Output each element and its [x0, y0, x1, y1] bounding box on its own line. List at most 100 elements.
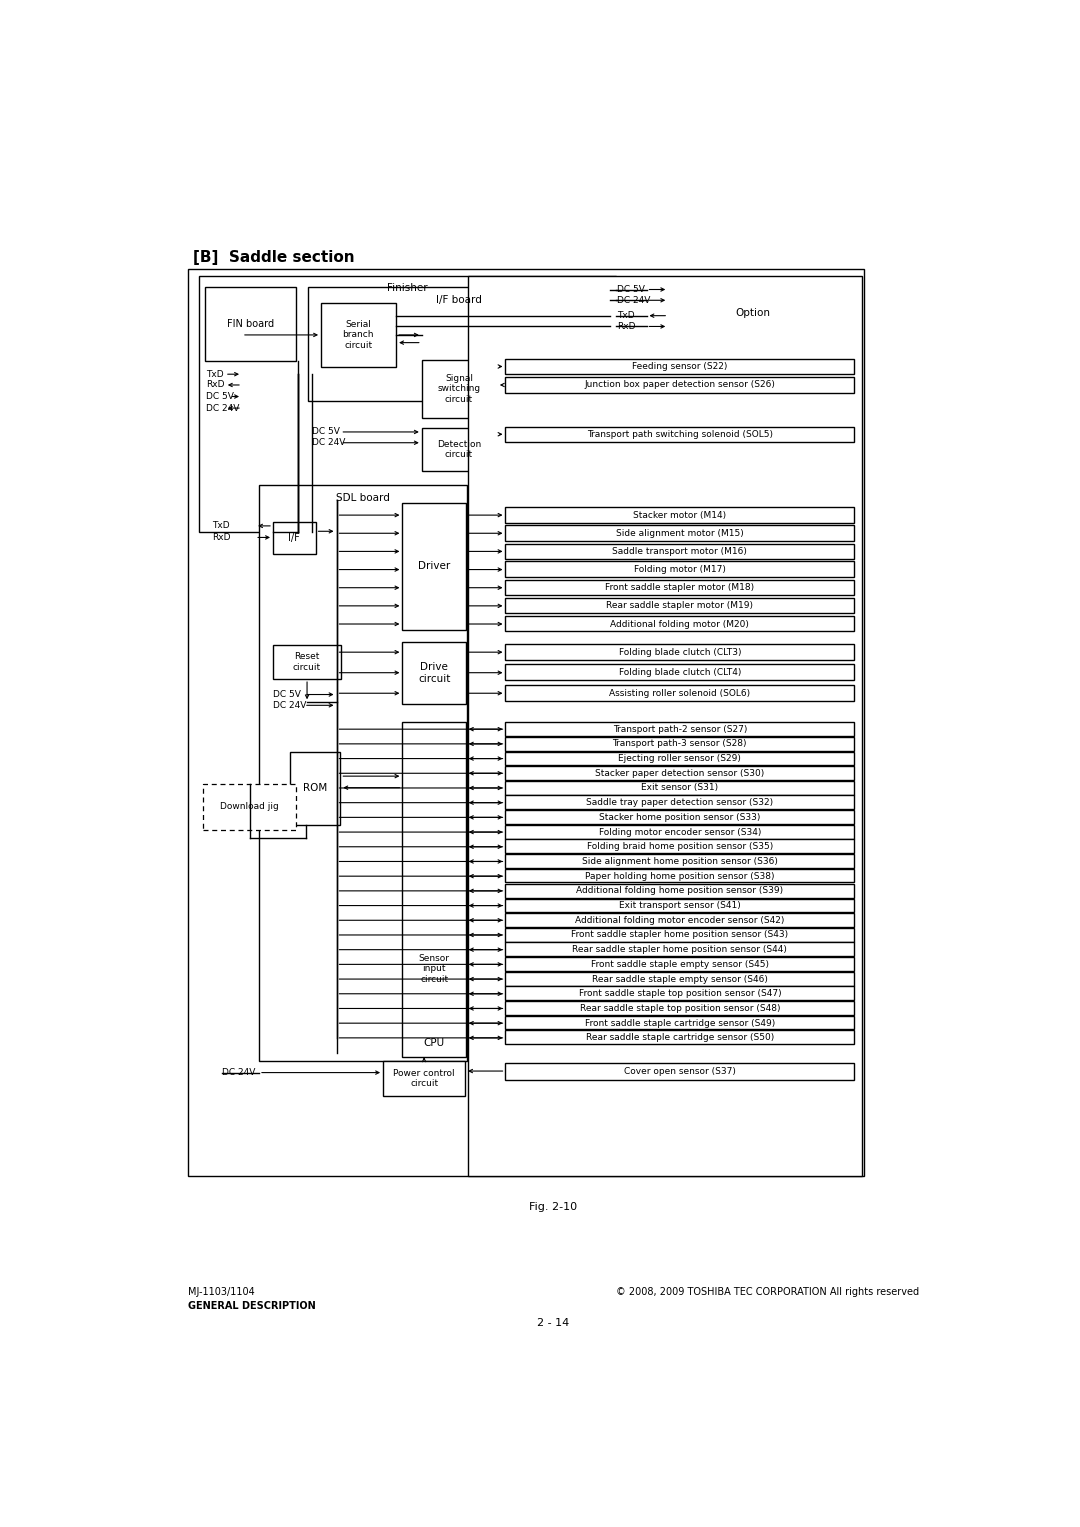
- Text: Additional folding home position sensor (S39): Additional folding home position sensor …: [577, 886, 783, 895]
- Text: Rear saddle stapler motor (M19): Rear saddle stapler motor (M19): [606, 602, 754, 611]
- Bar: [505, 644, 854, 660]
- Text: Folding blade clutch (CLT3): Folding blade clutch (CLT3): [619, 647, 741, 657]
- Text: SDL board: SDL board: [336, 493, 390, 502]
- Bar: [505, 426, 854, 441]
- Text: Rear saddle staple empty sensor (S46): Rear saddle staple empty sensor (S46): [592, 974, 768, 983]
- Bar: [505, 1002, 854, 1015]
- Bar: [259, 486, 467, 1061]
- Text: DC 24V: DC 24V: [617, 296, 650, 305]
- Text: Side alignment home position sensor (S36): Side alignment home position sensor (S36…: [582, 857, 778, 866]
- Text: Assisting roller solenoid (SOL6): Assisting roller solenoid (SOL6): [609, 689, 751, 698]
- Text: Transport path-3 sensor (S28): Transport path-3 sensor (S28): [612, 739, 747, 748]
- Bar: [505, 544, 854, 559]
- Bar: [505, 869, 854, 883]
- Bar: [505, 825, 854, 838]
- Bar: [505, 1015, 854, 1029]
- Bar: [505, 854, 854, 867]
- Text: Fig. 2-10: Fig. 2-10: [529, 1202, 578, 1212]
- Text: Exit sensor (S31): Exit sensor (S31): [642, 783, 718, 793]
- Text: RxD: RxD: [213, 533, 231, 542]
- Bar: [505, 971, 854, 985]
- Bar: [505, 359, 854, 374]
- Text: TxD: TxD: [206, 370, 224, 379]
- Text: DC 24V: DC 24V: [221, 1067, 255, 1077]
- Text: I/F board: I/F board: [436, 295, 482, 305]
- Bar: [505, 898, 854, 913]
- Text: DC 5V: DC 5V: [312, 428, 339, 437]
- Text: RxD: RxD: [206, 380, 225, 389]
- Text: Rear saddle stapler home position sensor (S44): Rear saddle stapler home position sensor…: [572, 945, 787, 954]
- Text: Folding braid home position sensor (S35): Folding braid home position sensor (S35): [586, 843, 773, 851]
- Bar: [422, 428, 497, 472]
- Text: Detection
circuit: Detection circuit: [436, 440, 481, 460]
- Text: Finisher: Finisher: [387, 284, 428, 293]
- Bar: [469, 276, 862, 1176]
- Bar: [505, 377, 854, 392]
- Bar: [505, 1031, 854, 1044]
- Bar: [505, 928, 854, 942]
- Text: DC 5V: DC 5V: [617, 286, 645, 295]
- Text: TxD: TxD: [213, 521, 230, 530]
- Bar: [291, 751, 340, 826]
- Bar: [505, 796, 854, 809]
- Text: Front saddle staple empty sensor (S45): Front saddle staple empty sensor (S45): [591, 960, 769, 968]
- Text: Folding motor encoder sensor (S34): Folding motor encoder sensor (S34): [598, 828, 761, 837]
- Text: MJ-1103/1104: MJ-1103/1104: [188, 1287, 255, 1296]
- Bar: [505, 840, 854, 854]
- Bar: [321, 302, 396, 368]
- Bar: [505, 507, 854, 522]
- Text: Rear saddle staple top position sensor (S48): Rear saddle staple top position sensor (…: [580, 1003, 780, 1012]
- Text: Option: Option: [735, 307, 770, 318]
- Text: 2 - 14: 2 - 14: [538, 1318, 569, 1328]
- Text: Saddle tray paper detection sensor (S32): Saddle tray paper detection sensor (S32): [586, 799, 773, 808]
- Text: Junction box paper detection sensor (S26): Junction box paper detection sensor (S26…: [584, 380, 775, 389]
- Bar: [505, 913, 854, 927]
- Bar: [505, 664, 854, 680]
- Text: Signal
switching
circuit: Signal switching circuit: [437, 374, 481, 403]
- Text: Front saddle stapler motor (M18): Front saddle stapler motor (M18): [605, 583, 755, 592]
- Bar: [505, 738, 854, 751]
- Text: Cover open sensor (S37): Cover open sensor (S37): [624, 1066, 735, 1075]
- Text: Feeding sensor (S22): Feeding sensor (S22): [632, 362, 728, 371]
- Bar: [505, 597, 854, 612]
- Text: Drive
circuit: Drive circuit: [418, 663, 450, 684]
- Text: Rear saddle staple cartridge sensor (S50): Rear saddle staple cartridge sensor (S50…: [585, 1034, 774, 1043]
- Bar: [383, 1061, 465, 1096]
- Text: Reset
circuit: Reset circuit: [293, 652, 321, 672]
- Bar: [505, 942, 854, 956]
- Bar: [403, 722, 465, 1057]
- Text: Paper holding home position sensor (S38): Paper holding home position sensor (S38): [585, 872, 774, 881]
- Bar: [505, 525, 854, 541]
- Text: GENERAL DESCRIPTION: GENERAL DESCRIPTION: [188, 1301, 315, 1310]
- Bar: [273, 646, 341, 680]
- Text: Stacker motor (M14): Stacker motor (M14): [633, 510, 727, 519]
- Text: © 2008, 2009 TOSHIBA TEC CORPORATION All rights reserved: © 2008, 2009 TOSHIBA TEC CORPORATION All…: [617, 1287, 919, 1296]
- Bar: [308, 287, 610, 402]
- Text: [B]  Saddle section: [B] Saddle section: [193, 250, 354, 266]
- Text: Serial
branch
circuit: Serial branch circuit: [342, 321, 374, 350]
- Text: Stacker paper detection sensor (S30): Stacker paper detection sensor (S30): [595, 768, 765, 777]
- Bar: [505, 986, 854, 1000]
- Text: Additional folding motor encoder sensor (S42): Additional folding motor encoder sensor …: [576, 916, 784, 925]
- Bar: [505, 1063, 854, 1080]
- Text: RxD: RxD: [617, 322, 635, 331]
- Text: I/F: I/F: [288, 533, 300, 544]
- Text: ROM: ROM: [302, 783, 327, 794]
- Bar: [505, 809, 854, 825]
- Text: Transport path switching solenoid (SOL5): Transport path switching solenoid (SOL5): [586, 429, 773, 438]
- Bar: [505, 615, 854, 631]
- Bar: [403, 502, 465, 629]
- Bar: [205, 287, 296, 360]
- Text: FIN board: FIN board: [227, 319, 274, 330]
- Bar: [505, 686, 854, 701]
- Text: Additional folding motor (M20): Additional folding motor (M20): [610, 620, 750, 629]
- Bar: [273, 522, 315, 554]
- Bar: [188, 269, 864, 1176]
- Bar: [505, 767, 854, 780]
- Bar: [199, 276, 616, 531]
- Text: Front saddle stapler home position sensor (S43): Front saddle stapler home position senso…: [571, 930, 788, 939]
- Text: CPU: CPU: [423, 1038, 445, 1049]
- Bar: [505, 780, 854, 794]
- Text: Folding motor (M17): Folding motor (M17): [634, 565, 726, 574]
- Bar: [505, 751, 854, 765]
